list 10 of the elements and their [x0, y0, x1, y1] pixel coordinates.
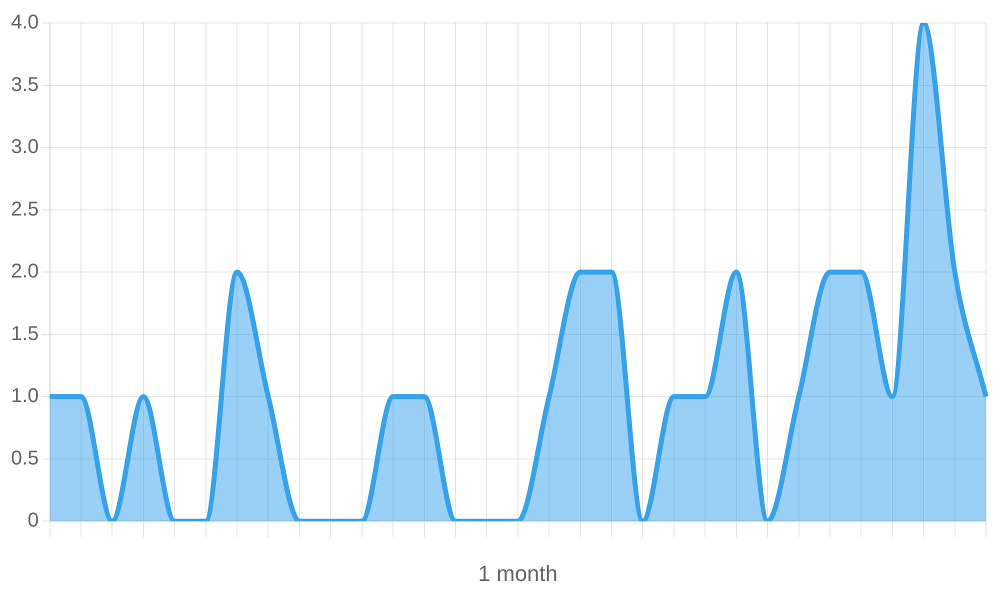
y-tick-label: 0 [28, 510, 39, 532]
y-tick-label: 1.5 [10, 322, 39, 345]
y-tick-label: 3.5 [10, 74, 39, 96]
y-tick-label: 2.0 [10, 260, 39, 283]
y-tick-label: 1.0 [10, 385, 39, 408]
y-tick-label: 3.0 [10, 136, 39, 158]
x-axis-title: 1 month [478, 560, 558, 586]
y-tick-label: 0.5 [10, 447, 39, 470]
y-tick-label: 2.5 [10, 198, 39, 220]
y-tick-label: 4.0 [10, 12, 39, 34]
